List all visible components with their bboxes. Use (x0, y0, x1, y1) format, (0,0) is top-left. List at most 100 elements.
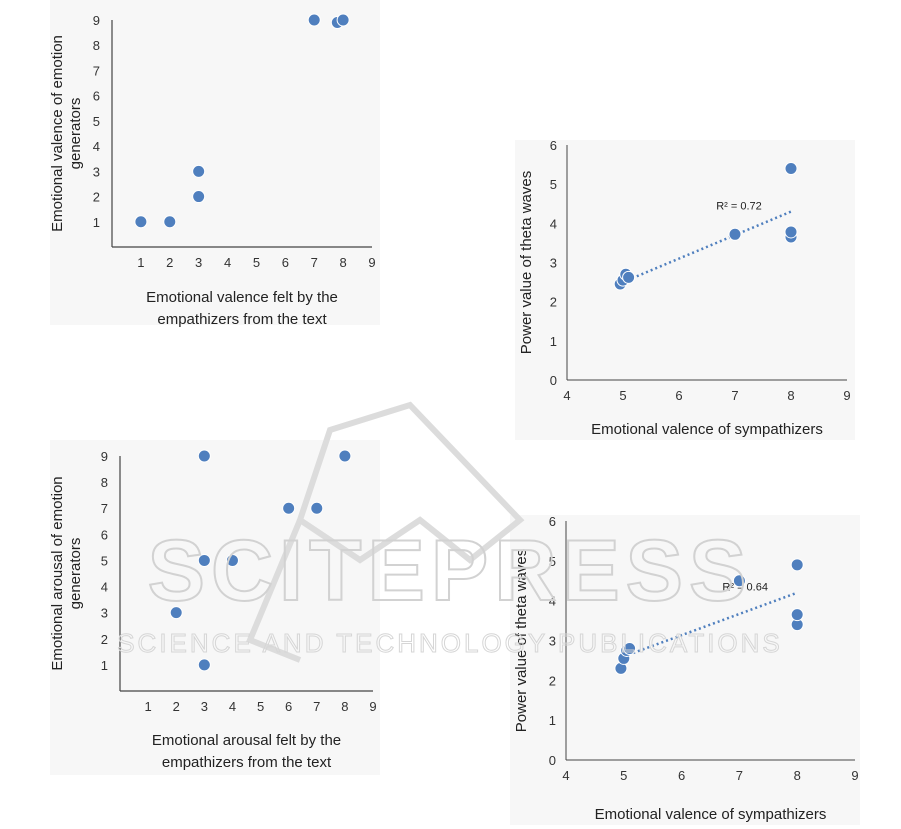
y-tick-label: 3 (550, 256, 557, 271)
y-tick-label: 1 (550, 334, 557, 349)
y-axis-title: Emotional arousal of emotion (49, 476, 66, 670)
y-tick-label: 4 (101, 580, 108, 595)
x-tick-label: 7 (736, 768, 743, 783)
data-point (169, 606, 183, 620)
data-point (192, 190, 206, 204)
x-tick-label: 6 (285, 699, 292, 714)
data-point (197, 449, 211, 463)
x-axis-title: Emotional valence felt by the (146, 289, 338, 306)
data-point (225, 553, 239, 567)
x-tick-label: 5 (257, 699, 264, 714)
x-tick-label: 7 (311, 255, 318, 270)
data-point (163, 215, 177, 229)
data-point (790, 558, 804, 572)
x-tick-label: 2 (173, 699, 180, 714)
x-axis-title: Emotional valence of sympathizers (591, 421, 823, 438)
y-tick-label: 4 (550, 216, 557, 231)
y-tick-label: 9 (93, 13, 100, 28)
data-point (336, 13, 350, 27)
y-tick-label: 4 (93, 139, 100, 154)
x-tick-label: 4 (562, 768, 569, 783)
x-tick-label: 8 (794, 768, 801, 783)
y-tick-label: 6 (93, 89, 100, 104)
x-tick-label: 6 (282, 255, 289, 270)
x-tick-label: 9 (843, 388, 850, 403)
y-tick-label: 2 (550, 295, 557, 310)
x-tick-label: 5 (620, 768, 627, 783)
data-point (197, 658, 211, 672)
y-tick-label: 5 (93, 114, 100, 129)
x-axis-title: Emotional valence of sympathizers (595, 806, 827, 823)
x-tick-label: 8 (341, 699, 348, 714)
y-tick-label: 6 (101, 527, 108, 542)
x-tick-label: 6 (678, 768, 685, 783)
data-point (728, 227, 742, 241)
y-tick-label: 6 (549, 514, 556, 529)
y-tick-label: 9 (101, 449, 108, 464)
y-tick-label: 3 (549, 634, 556, 649)
y-tick-label: 8 (101, 475, 108, 490)
data-point (784, 162, 798, 175)
x-tick-label: 2 (166, 255, 173, 270)
y-tick-label: 1 (93, 215, 100, 230)
data-point (282, 501, 296, 515)
chart-background (50, 0, 380, 325)
x-tick-label: 1 (137, 255, 144, 270)
y-tick-label: 5 (101, 553, 108, 568)
x-tick-label: 8 (787, 388, 794, 403)
x-tick-label: 5 (619, 388, 626, 403)
y-axis-title: Power value of theta waves (518, 171, 535, 354)
data-point (732, 574, 746, 588)
y-tick-label: 7 (101, 501, 108, 516)
data-point (192, 164, 206, 178)
y-tick-label: 7 (93, 63, 100, 78)
y-axis-title: generators (67, 98, 84, 170)
y-tick-label: 0 (550, 373, 557, 388)
r-squared-label: R² = 0.72 (716, 201, 762, 213)
y-tick-label: 8 (93, 38, 100, 53)
y-axis-title: generators (67, 538, 84, 610)
y-tick-label: 4 (549, 594, 556, 609)
chart-background (515, 140, 855, 440)
x-axis-title: empathizers from the text (157, 311, 327, 328)
y-tick-label: 3 (93, 164, 100, 179)
y-tick-label: 2 (101, 632, 108, 647)
x-tick-label: 9 (369, 699, 376, 714)
y-tick-label: 3 (101, 606, 108, 621)
y-tick-label: 5 (550, 177, 557, 192)
data-point (784, 225, 798, 239)
x-tick-label: 1 (144, 699, 151, 714)
y-tick-label: 2 (549, 673, 556, 688)
x-tick-label: 9 (851, 768, 858, 783)
y-tick-label: 1 (549, 713, 556, 728)
data-point (622, 270, 636, 284)
x-tick-label: 7 (731, 388, 738, 403)
x-tick-label: 4 (229, 699, 236, 714)
x-tick-label: 3 (201, 699, 208, 714)
x-tick-label: 3 (195, 255, 202, 270)
y-tick-label: 2 (93, 190, 100, 205)
x-tick-label: 4 (563, 388, 570, 403)
x-tick-label: 8 (339, 255, 346, 270)
data-point (623, 641, 637, 655)
x-axis-title: Emotional arousal felt by the (152, 732, 341, 749)
y-axis-title: Emotional valence of emotion (49, 35, 66, 232)
x-tick-label: 4 (224, 255, 231, 270)
y-tick-label: 5 (549, 554, 556, 569)
trendline (623, 591, 798, 658)
y-tick-label: 6 (550, 138, 557, 153)
data-point (197, 553, 211, 567)
data-point (790, 608, 804, 622)
x-tick-label: 6 (675, 388, 682, 403)
x-axis-title: empathizers from the text (162, 754, 332, 771)
x-tick-label: 7 (313, 699, 320, 714)
data-point (134, 215, 148, 229)
trendline (622, 210, 792, 284)
x-tick-label: 9 (368, 255, 375, 270)
y-tick-label: 0 (549, 753, 556, 768)
data-point (307, 13, 321, 27)
r-squared-label: R² = 0.64 (722, 582, 768, 594)
